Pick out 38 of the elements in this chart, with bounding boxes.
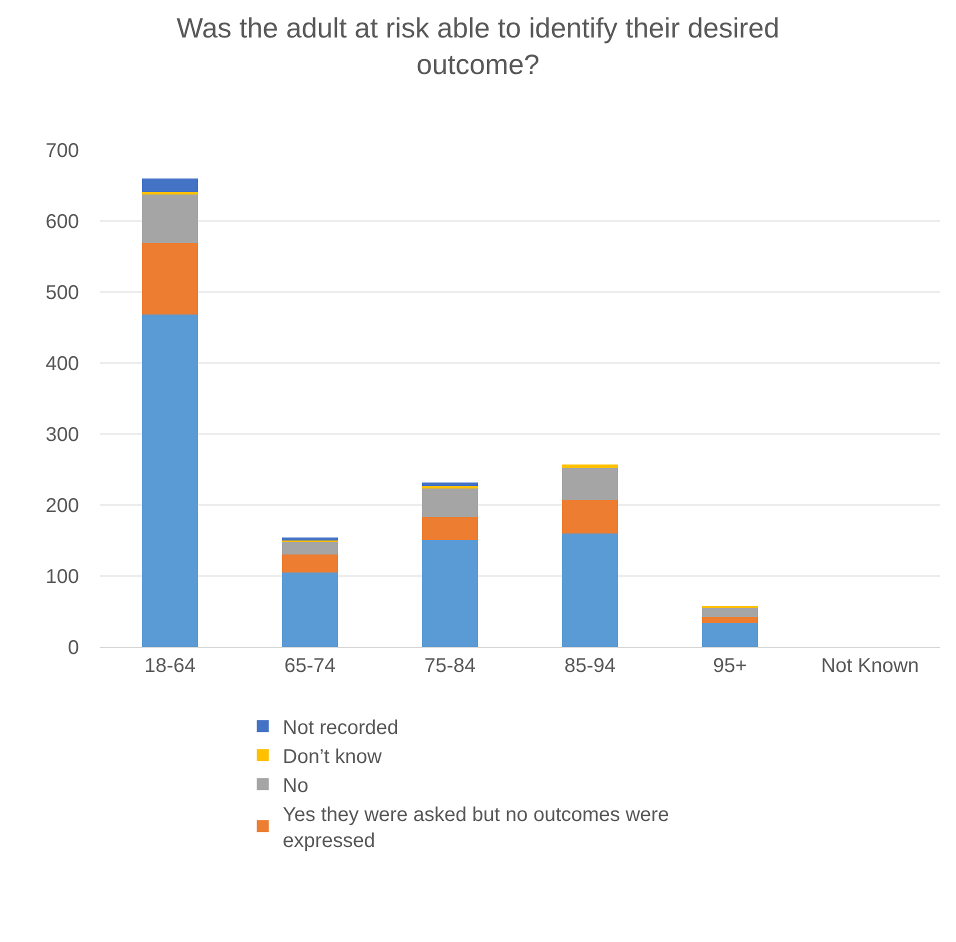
y-tick-label: 300 bbox=[46, 424, 79, 446]
x-tick-label: 85-94 bbox=[564, 655, 616, 677]
bar bbox=[282, 554, 338, 572]
chart-title: Was the adult at risk able to identify their desired outcome? bbox=[176, 12, 780, 80]
legend-label: Don’t know bbox=[282, 746, 382, 768]
x-tick-label: 95+ bbox=[713, 655, 747, 677]
y-tick-label: 200 bbox=[46, 495, 79, 517]
legend-label: Not recorded bbox=[282, 716, 398, 739]
y-tick-label: 600 bbox=[46, 211, 79, 233]
bar bbox=[142, 314, 198, 647]
bar bbox=[282, 542, 338, 555]
x-tick-label: 65-74 bbox=[284, 655, 336, 677]
bar bbox=[142, 243, 198, 315]
x-tick-label: 18-64 bbox=[144, 655, 196, 677]
y-tick-label: 700 bbox=[46, 140, 79, 162]
bar bbox=[142, 194, 198, 244]
bar bbox=[422, 540, 478, 647]
bar bbox=[702, 608, 758, 618]
bar bbox=[422, 488, 478, 518]
bar bbox=[702, 622, 758, 647]
bar bbox=[422, 517, 478, 540]
bar bbox=[562, 533, 618, 647]
y-tick-label: 400 bbox=[46, 353, 79, 375]
bar bbox=[702, 617, 758, 623]
y-tick-label: 0 bbox=[68, 637, 79, 659]
bar bbox=[562, 500, 618, 534]
y-tick-label: 500 bbox=[46, 282, 79, 304]
bar bbox=[282, 538, 338, 540]
bar bbox=[422, 482, 478, 486]
bar bbox=[562, 468, 618, 500]
bar bbox=[562, 464, 618, 468]
bar bbox=[142, 178, 198, 192]
x-tick-label: Not Known bbox=[821, 655, 919, 677]
bar bbox=[282, 572, 338, 647]
legend-label: No bbox=[282, 774, 308, 797]
y-tick-label: 100 bbox=[46, 566, 79, 588]
legend-label: Yes they were asked but no outcomes were expressed bbox=[282, 804, 669, 852]
x-tick-label: 75-84 bbox=[424, 655, 476, 677]
